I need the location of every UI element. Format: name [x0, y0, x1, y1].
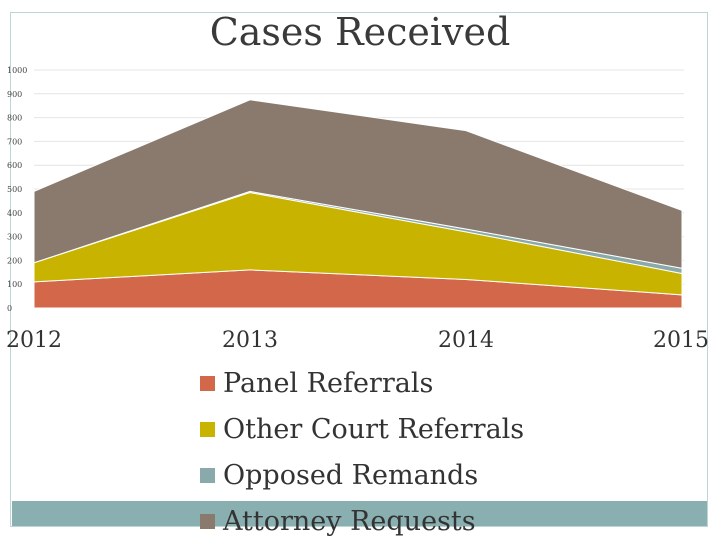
legend-item: Other Court Referrals — [200, 406, 524, 452]
y-tick-label: 600 — [7, 161, 22, 170]
legend-item: Opposed Remands — [200, 452, 524, 498]
legend-label: Opposed Remands — [223, 459, 479, 491]
x-tick-label: 2014 — [438, 328, 494, 353]
area-series-attorney-requests — [33, 99, 683, 269]
y-tick-label: 300 — [7, 233, 22, 242]
legend-item: Panel Referrals — [200, 360, 524, 406]
y-tick-label: 1000 — [7, 66, 27, 75]
legend-label: Attorney Requests — [223, 505, 476, 537]
y-tick-label: 0 — [7, 304, 12, 313]
y-tick-label: 500 — [7, 185, 22, 194]
legend-label: Other Court Referrals — [223, 413, 525, 445]
legend-swatch — [200, 513, 215, 529]
y-tick-label: 800 — [7, 114, 22, 123]
y-tick-label: 400 — [7, 209, 22, 218]
y-tick-label: 900 — [7, 90, 22, 99]
legend-item: Attorney Requests — [200, 498, 524, 544]
y-tick-label: 100 — [7, 280, 22, 289]
y-tick-label: 200 — [7, 256, 22, 265]
x-tick-label: 2012 — [6, 328, 62, 353]
chart-title: Cases Received — [209, 10, 511, 54]
legend: Panel Referrals Other Court Referrals Oppo… — [200, 360, 524, 544]
chart-frame — [10, 12, 708, 527]
legend-label: Panel Referrals — [223, 367, 434, 399]
x-tick-label: 2015 — [653, 328, 709, 353]
legend-swatch — [200, 421, 215, 437]
footer-band — [12, 501, 707, 526]
legend-swatch — [200, 467, 215, 483]
legend-swatch — [200, 375, 215, 391]
x-tick-label: 2013 — [222, 328, 278, 353]
y-tick-label: 700 — [7, 137, 22, 146]
